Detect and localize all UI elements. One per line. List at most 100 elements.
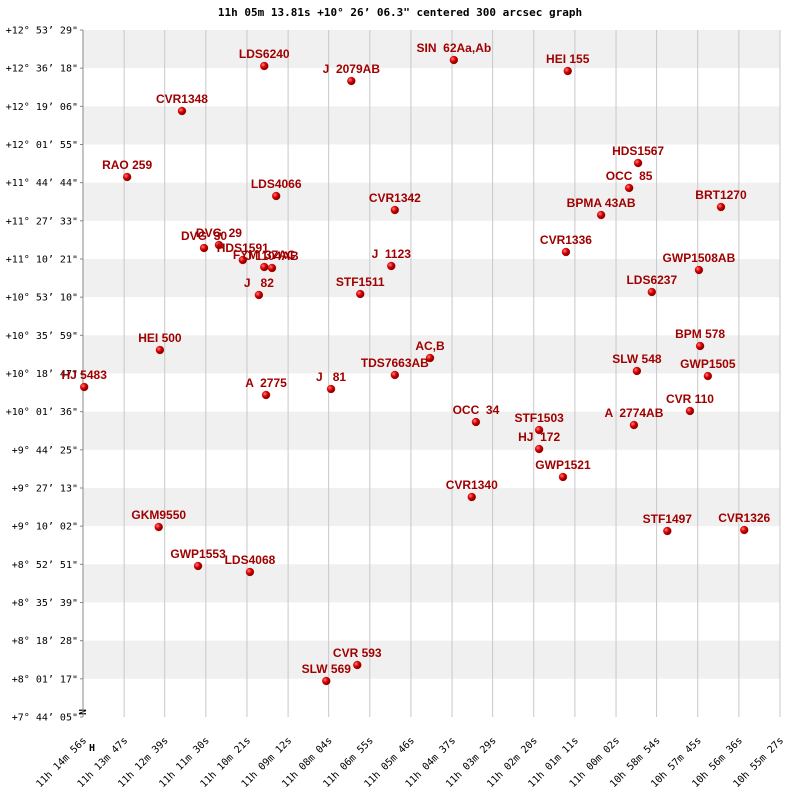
y-tick-label: +7° 44’ 05" xyxy=(12,713,78,724)
y-tick-label: +8° 35’ 39" xyxy=(12,598,78,609)
y-tick-label: +12° 53’ 29" xyxy=(6,26,78,37)
star-label: GWP1521 xyxy=(535,458,591,472)
star-label: HEI 500 xyxy=(138,331,182,345)
grid-band xyxy=(83,488,780,527)
star-point xyxy=(561,247,571,257)
star-point xyxy=(322,676,331,686)
grid-band xyxy=(83,564,780,603)
star-point xyxy=(632,366,642,376)
star-point xyxy=(534,425,544,435)
star-label: SLW 548 xyxy=(612,352,662,366)
star-label: J 2079AB xyxy=(323,62,381,76)
star-label: CVR 593 xyxy=(333,646,382,660)
star-label: DVG 30 xyxy=(181,229,227,243)
y-tick-label: +11° 27’ 33" xyxy=(6,216,78,227)
star-label: BPM 578 xyxy=(675,327,725,341)
star-point xyxy=(685,406,695,416)
star-point xyxy=(558,472,568,482)
star-label: FYM 37AC xyxy=(233,248,296,262)
star-point xyxy=(238,255,247,265)
star-point xyxy=(467,492,476,502)
star-label: SLW 569 xyxy=(302,662,352,676)
star-point xyxy=(703,371,713,381)
y-tick-label: +10° 35’ 59" xyxy=(6,331,78,342)
y-tick-label: +9° 27’ 13" xyxy=(12,484,78,495)
star-point xyxy=(647,287,656,297)
star-label: GWP1505 xyxy=(680,357,736,371)
chart-title: 11h 05m 13.81s +10° 26’ 06.3" centered 3… xyxy=(218,6,582,19)
star-point xyxy=(260,262,269,272)
star-point xyxy=(356,289,365,299)
star-label: BPMA 43AB xyxy=(567,196,636,210)
grid-band xyxy=(83,182,780,221)
y-tick-label: +8° 01’ 17" xyxy=(12,674,78,685)
star-label: BRT1270 xyxy=(695,188,747,202)
star-point xyxy=(347,76,356,86)
star-label: AC,B xyxy=(415,339,445,353)
star-label: J 82 xyxy=(244,276,274,290)
star-label: STF1511 xyxy=(336,275,385,289)
star-point xyxy=(260,61,269,71)
grid-band xyxy=(83,411,780,450)
star-label: HEI 155 xyxy=(546,52,590,66)
star-label: HJ 172 xyxy=(518,430,560,444)
y-tick-label: +12° 01’ 55" xyxy=(6,140,78,151)
star-label: J 1123 xyxy=(372,247,412,261)
star-point xyxy=(716,202,726,212)
star-label: LDS4066 xyxy=(251,177,302,191)
star-point xyxy=(534,444,544,454)
star-point xyxy=(694,265,704,275)
star-point xyxy=(254,290,264,300)
star-label: CVR1326 xyxy=(718,511,770,525)
star-label: STF1497 xyxy=(643,512,693,526)
star-point xyxy=(177,106,187,116)
star-label: CVR1340 xyxy=(446,478,498,492)
star-label: HJ 5483 xyxy=(62,368,108,382)
star-point xyxy=(245,567,255,577)
star-label: CVR1336 xyxy=(540,233,592,247)
star-point xyxy=(425,353,435,363)
star-point xyxy=(267,263,277,273)
star-point xyxy=(326,384,336,394)
star-point xyxy=(596,210,606,220)
grid-band xyxy=(83,30,780,69)
star-label: GKM9550 xyxy=(131,508,186,522)
star-point xyxy=(353,660,362,670)
y-tick-label: +10° 01’ 36" xyxy=(6,407,78,418)
y-tick-label: +8° 52’ 51" xyxy=(12,560,78,571)
grid-band xyxy=(83,106,780,145)
star-label: CVR1342 xyxy=(369,191,421,205)
orientation-label: H xyxy=(89,743,95,754)
star-point xyxy=(663,526,672,536)
star-point xyxy=(155,345,165,355)
star-point xyxy=(740,525,749,535)
y-tick-label: +11° 10’ 21" xyxy=(6,255,78,266)
star-label: TDS7663AB xyxy=(361,356,429,370)
star-label: DVG 29 xyxy=(196,226,242,240)
y-tick-label: +12° 19’ 06" xyxy=(6,102,78,113)
star-label: A 2775 xyxy=(245,376,287,390)
star-point xyxy=(390,205,399,215)
star-label: GWP1508AB xyxy=(663,251,736,265)
y-tick-label: +10° 18’ 47" xyxy=(6,369,78,380)
star-point xyxy=(122,172,132,182)
star-point xyxy=(261,390,271,400)
star-point xyxy=(629,420,639,430)
grid-band xyxy=(83,259,780,298)
star-point xyxy=(449,55,459,65)
star-label: STF1503 xyxy=(514,411,564,425)
star-label: LDS4068 xyxy=(225,553,276,567)
star-label: CVR 110 xyxy=(666,392,714,406)
star-label: A 2774AB xyxy=(604,406,663,420)
star-point xyxy=(80,382,89,392)
star-point xyxy=(154,522,163,532)
star-label: HDS1567 xyxy=(612,144,664,158)
y-tick-label: +11° 44’ 44" xyxy=(6,178,78,189)
star-label: OCC 85 xyxy=(606,169,653,183)
star-point xyxy=(272,191,281,201)
y-tick-label: +10° 53’ 10" xyxy=(6,293,78,304)
star-point xyxy=(625,183,634,193)
star-label: RAO 259 xyxy=(102,158,152,172)
star-label: OCC 34 xyxy=(453,403,500,417)
star-point xyxy=(387,261,396,271)
